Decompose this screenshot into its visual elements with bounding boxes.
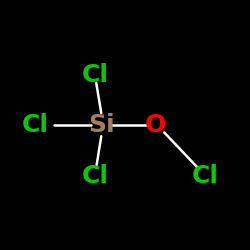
Text: Cl: Cl (192, 164, 218, 188)
Text: Cl: Cl (82, 63, 108, 87)
Text: O: O (144, 113, 166, 137)
Text: Cl: Cl (82, 164, 108, 188)
Text: Cl: Cl (22, 113, 48, 137)
Text: Si: Si (88, 113, 115, 137)
